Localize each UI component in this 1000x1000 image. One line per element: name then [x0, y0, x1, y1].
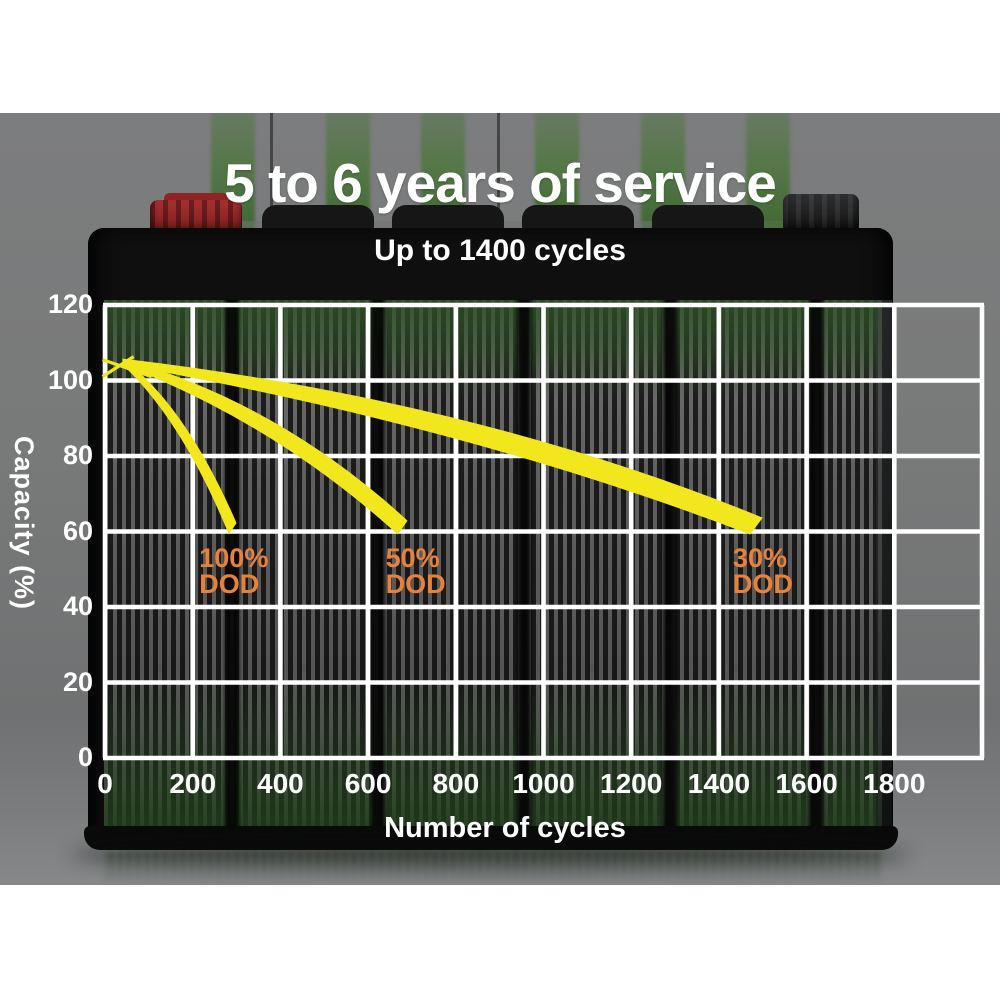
- y-tick-100: 100: [47, 364, 93, 395]
- x-tick-1000: 1000: [512, 768, 575, 799]
- battery-cell-divider: [660, 300, 680, 832]
- white-margin-top: [0, 0, 1000, 113]
- battery-cell-divider: [806, 300, 826, 832]
- battery-probe-rod: [270, 113, 273, 233]
- x-tick-1800: 1800: [863, 768, 926, 799]
- battery-cell-divider: [514, 300, 534, 832]
- dod-label-50%: 50% DOD: [385, 542, 446, 599]
- battery-floor-reflection: [104, 852, 882, 885]
- dod-label-100%: 100% DOD: [199, 542, 269, 599]
- x-tick-1600: 1600: [775, 768, 838, 799]
- x-tick-600: 600: [344, 768, 392, 799]
- x-axis-label: Number of cycles: [384, 812, 626, 844]
- x-tick-1400: 1400: [687, 768, 751, 799]
- y-tick-80: 80: [62, 440, 93, 470]
- headline-subtitle: Up to 1400 cycles: [374, 234, 626, 267]
- battery-case-edge-highlight: [876, 300, 892, 830]
- battery-probe-rod: [497, 113, 500, 233]
- dod-label-30%: 30% DOD: [732, 542, 793, 599]
- y-tick-60: 60: [62, 515, 93, 546]
- y-axis-label: Capacity (%): [9, 436, 39, 611]
- headline-title: 5 to 6 years of service: [224, 152, 777, 214]
- y-tick-0: 0: [77, 742, 93, 772]
- y-tick-20: 20: [62, 666, 93, 697]
- x-tick-0: 0: [97, 768, 113, 799]
- white-margin-bottom: [0, 885, 1000, 1000]
- battery-cell-divider: [222, 300, 242, 832]
- y-tick-120: 120: [47, 289, 93, 319]
- x-tick-200: 200: [169, 768, 217, 799]
- x-tick-400: 400: [257, 768, 304, 799]
- x-tick-800: 800: [432, 768, 480, 799]
- battery-terminal-negative: [783, 194, 859, 234]
- x-tick-1200: 1200: [600, 768, 663, 799]
- battery-cell-divider: [368, 300, 388, 832]
- y-tick-40: 40: [62, 591, 93, 621]
